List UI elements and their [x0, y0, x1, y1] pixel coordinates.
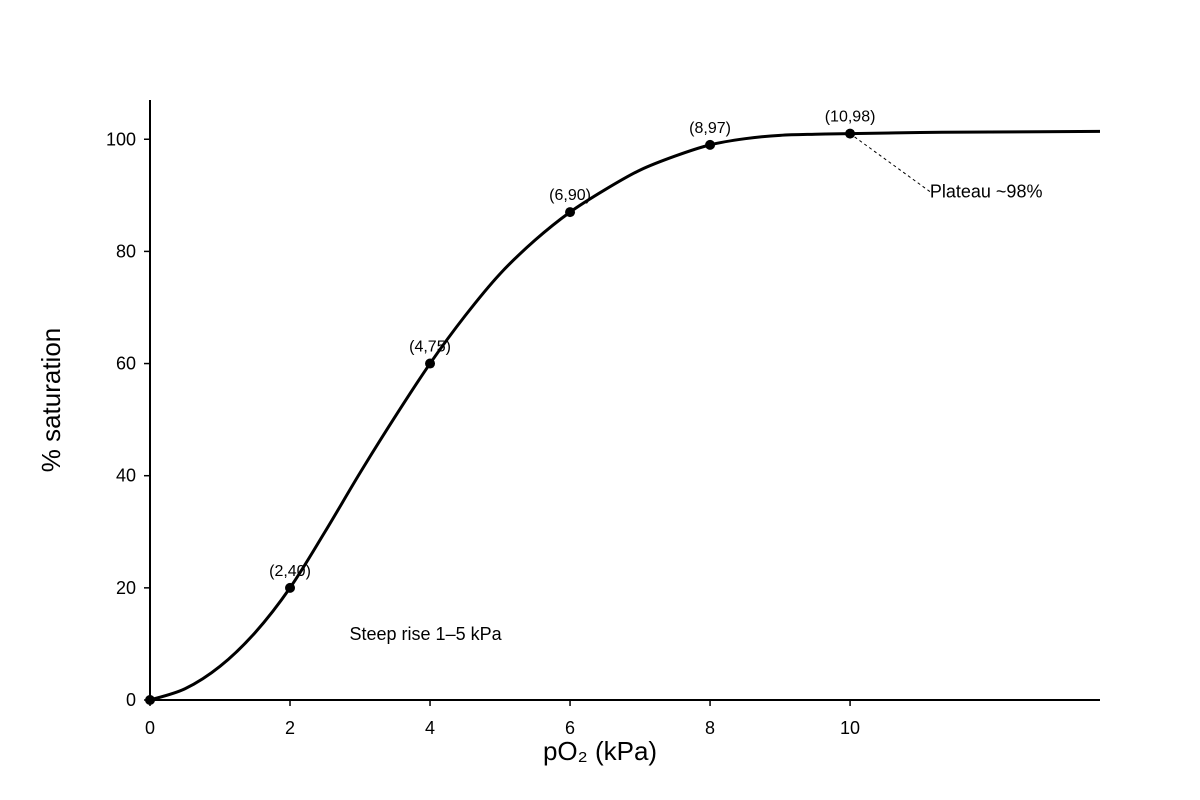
data-point [145, 695, 155, 705]
x-tick-label: 10 [840, 718, 860, 738]
x-tick-label: 0 [145, 718, 155, 738]
x-tick-label: 4 [425, 718, 435, 738]
data-point [425, 358, 436, 369]
x-tick-label: 2 [285, 718, 295, 738]
data-point-label: (8,97) [689, 120, 731, 137]
y-axis-title: % saturation [36, 328, 66, 473]
data-point-label: (6,90) [549, 187, 591, 204]
annotations-layer: Steep rise 1–5 kPa Plateau ~98% [350, 133, 1043, 644]
steep-rise-annotation: Steep rise 1–5 kPa [350, 624, 503, 644]
saturation-curve [149, 129, 1101, 702]
y-tick-label: 40 [116, 466, 136, 486]
x-ticks: 0 2 4 6 8 10 [145, 700, 860, 738]
curve-layer [149, 129, 1101, 702]
data-point [285, 582, 296, 593]
x-tick-label: 8 [705, 718, 715, 738]
y-tick-label: 60 [116, 354, 136, 374]
data-point-label: (10,98) [825, 109, 876, 126]
y-ticks: 0 20 40 60 80 100 [106, 129, 150, 710]
x-axis-title: pO₂ (kPa) [543, 736, 657, 766]
axes [149, 100, 1100, 701]
y-tick-label: 80 [116, 241, 136, 261]
data-point [565, 207, 576, 218]
plateau-leader-line [849, 133, 931, 192]
plateau-annotation: Plateau ~98% [930, 182, 1043, 202]
data-point-label: (2,40) [269, 563, 311, 580]
data-point-label: (4,75) [409, 339, 451, 356]
data-point [705, 139, 716, 150]
y-tick-label: 20 [116, 578, 136, 598]
y-tick-label: 100 [106, 129, 136, 149]
points-layer: (2,40) (4,75) (6,90) (8,97) (10,98) [145, 109, 875, 705]
x-tick-label: 6 [565, 718, 575, 738]
y-tick-label: 0 [126, 690, 136, 710]
